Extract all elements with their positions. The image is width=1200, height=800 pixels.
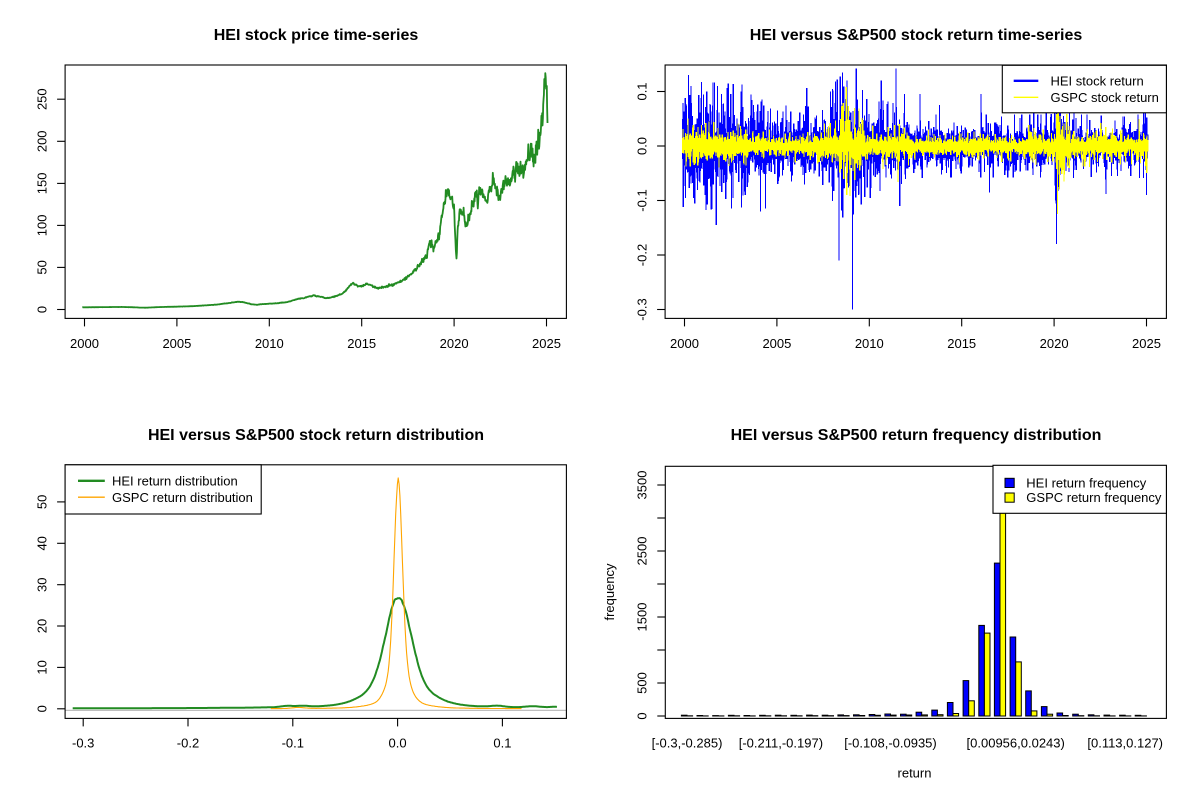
svg-text:-0.2: -0.2 bbox=[177, 736, 199, 751]
svg-text:50: 50 bbox=[34, 495, 49, 509]
svg-text:0.1: 0.1 bbox=[634, 82, 649, 100]
svg-text:3500: 3500 bbox=[634, 471, 649, 500]
svg-text:200: 200 bbox=[34, 130, 49, 152]
svg-text:HEI return distribution: HEI return distribution bbox=[112, 474, 238, 489]
svg-text:2005: 2005 bbox=[762, 336, 791, 351]
svg-text:2010: 2010 bbox=[855, 336, 884, 351]
svg-text:30: 30 bbox=[34, 577, 49, 591]
svg-text:2025: 2025 bbox=[532, 336, 561, 351]
svg-text:HEI return frequency: HEI return frequency bbox=[1026, 475, 1146, 490]
svg-text:GSPC stock return: GSPC stock return bbox=[1051, 90, 1159, 105]
svg-text:250: 250 bbox=[34, 88, 49, 110]
svg-text:2025: 2025 bbox=[1132, 336, 1161, 351]
svg-text:HEI versus S&P500 stock return: HEI versus S&P500 stock return time-seri… bbox=[750, 27, 1083, 44]
svg-text:150: 150 bbox=[34, 173, 49, 195]
svg-text:0.0: 0.0 bbox=[389, 736, 407, 751]
svg-text:2015: 2015 bbox=[347, 336, 376, 351]
svg-text:[-0.211,-0.197): [-0.211,-0.197) bbox=[739, 736, 823, 751]
svg-text:GSPC return frequency: GSPC return frequency bbox=[1026, 490, 1162, 505]
svg-text:[0.113,0.127): [0.113,0.127) bbox=[1087, 736, 1163, 751]
svg-text:2005: 2005 bbox=[162, 336, 191, 351]
svg-text:2015: 2015 bbox=[947, 336, 976, 351]
svg-text:GSPC return distribution: GSPC return distribution bbox=[112, 490, 253, 505]
svg-text:50: 50 bbox=[34, 260, 49, 274]
svg-text:return: return bbox=[898, 766, 932, 781]
svg-text:0.1: 0.1 bbox=[493, 736, 511, 751]
svg-text:2020: 2020 bbox=[440, 336, 469, 351]
svg-text:2000: 2000 bbox=[670, 336, 699, 351]
svg-text:HEI stock return: HEI stock return bbox=[1051, 74, 1144, 89]
svg-text:2500: 2500 bbox=[634, 537, 649, 566]
svg-text:500: 500 bbox=[634, 672, 649, 694]
svg-text:-0.1: -0.1 bbox=[282, 736, 304, 751]
svg-text:[-0.108,-0.0935): [-0.108,-0.0935) bbox=[844, 736, 937, 751]
svg-text:2000: 2000 bbox=[70, 336, 99, 351]
svg-text:-0.3: -0.3 bbox=[634, 298, 649, 320]
svg-text:2010: 2010 bbox=[255, 336, 284, 351]
svg-text:frequency: frequency bbox=[602, 563, 617, 621]
svg-text:0.0: 0.0 bbox=[634, 137, 649, 155]
svg-text:-0.1: -0.1 bbox=[634, 189, 649, 211]
svg-text:10: 10 bbox=[34, 660, 49, 674]
svg-text:100: 100 bbox=[34, 215, 49, 237]
svg-text:[0.00956,0.0243): [0.00956,0.0243) bbox=[967, 736, 1065, 751]
svg-text:1500: 1500 bbox=[634, 603, 649, 632]
svg-text:HEI versus S&P500 return frequ: HEI versus S&P500 return frequency distr… bbox=[731, 427, 1102, 444]
svg-text:40: 40 bbox=[34, 536, 49, 550]
svg-text:-0.2: -0.2 bbox=[634, 244, 649, 266]
svg-text:2020: 2020 bbox=[1040, 336, 1069, 351]
svg-text:[-0.3,-0.285): [-0.3,-0.285) bbox=[652, 736, 723, 751]
svg-text:-0.3: -0.3 bbox=[72, 736, 94, 751]
svg-text:0: 0 bbox=[34, 306, 49, 313]
svg-text:0: 0 bbox=[634, 712, 649, 719]
svg-text:0: 0 bbox=[34, 705, 49, 712]
svg-text:HEI stock price time-series: HEI stock price time-series bbox=[214, 27, 419, 44]
svg-text:HEI versus S&P500 stock return: HEI versus S&P500 stock return distribut… bbox=[148, 427, 484, 444]
svg-text:20: 20 bbox=[34, 619, 49, 633]
